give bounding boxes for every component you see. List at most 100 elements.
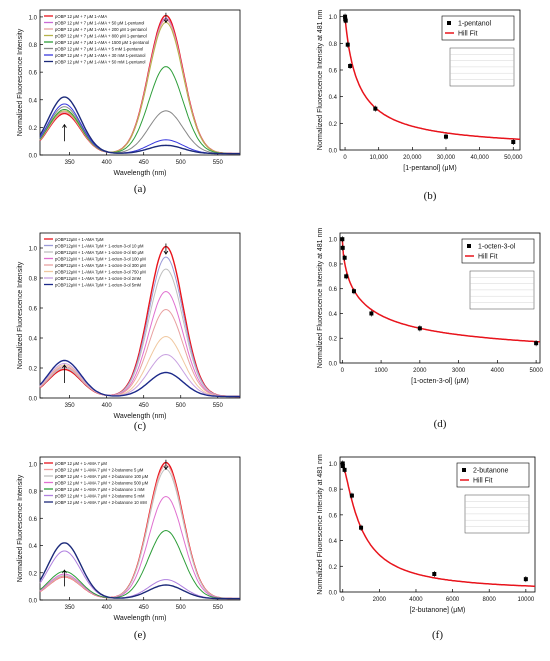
y-tick-label: 0.0 [29, 397, 38, 403]
x-axis-label: Wavelength (nm) [113, 413, 166, 420]
y-tick-label: 0.6 [329, 69, 338, 75]
x-tick-label: 40,000 [470, 155, 489, 161]
y-axis-label: Normalized Fluorescence Intensity at 481… [317, 10, 324, 151]
x-tick-label: 500 [176, 160, 187, 166]
series-line [39, 468, 240, 600]
y-tick-label: 0.2 [29, 367, 38, 373]
x-tick-label: 30,000 [437, 155, 456, 161]
legend-label: pOBP 12 μM + 7 μM 1-AMA + 50 μM 1-pentan… [55, 20, 144, 25]
y-tick-label: 1.0 [29, 247, 38, 253]
series-line [39, 353, 240, 397]
legend-label: pOBP 12 μM + 1-AMA 7 μM + 2-butanone 5 μ… [55, 467, 144, 472]
legend-label: pOBP12μM + 1-AMA 7μM + 1-octen-3-ol 300 … [55, 263, 146, 268]
panel-caption: (b) [424, 190, 437, 202]
series-line [39, 308, 240, 397]
plot-frame [39, 456, 241, 601]
panel-c: 0.0 0.2 0.4 0.6 0.8 1.0 350 400 450 500 550 Wavelen… [17, 232, 241, 432]
legend-label: pOBP 12 μM + 1-AMA 7 μM + 2-butanone 500… [55, 480, 149, 485]
series-line [39, 268, 240, 397]
arrow-head [163, 466, 169, 470]
y-tick-label: 0.6 [29, 71, 38, 77]
x-tick-label: 400 [102, 403, 113, 409]
legend-label: pOBP 12 μM + 1-AMA 7 μM + 2-butanone 1 m… [55, 487, 145, 492]
data-point [343, 18, 348, 23]
legend-box [456, 462, 530, 488]
x-tick-label: 450 [139, 605, 150, 611]
x-tick-label: 0 [341, 368, 345, 374]
x-tick-label: 3000 [452, 368, 466, 374]
legend-label: pOBP12μM + 1-AMA 7μM + 1-octen-3-ol 60 μ… [55, 250, 144, 255]
x-tick-label: 8000 [483, 597, 497, 603]
panel-caption: (a) [134, 183, 147, 195]
legend-label: pOBP 12 μM + 7 μM 1-AMA [55, 14, 107, 19]
series-line [39, 542, 240, 600]
x-tick-label: 550 [213, 403, 224, 409]
y-tick-label: 0.2 [29, 571, 38, 577]
series-line [39, 290, 240, 397]
data-point [342, 255, 347, 260]
panel-e: 0.0 0.2 0.4 0.6 0.8 1.0 350 400 450 500 550 Wavelen… [17, 456, 241, 641]
y-tick-label: 1.0 [329, 462, 338, 468]
plot-frame [39, 9, 241, 156]
x-tick-label: 50,000 [504, 155, 523, 161]
x-tick-label: 0 [343, 155, 347, 161]
fit-curve [341, 239, 540, 343]
panel-caption: (e) [134, 629, 147, 641]
legend-label: Hill Fit [478, 254, 497, 261]
legend-label: Hill Fit [458, 31, 477, 38]
y-tick-label: 0.2 [329, 122, 338, 128]
data-point [345, 42, 350, 47]
legend-label: pOBP 12 μM + 7 μM 1-AMA + 1500 μM 1-pent… [55, 40, 149, 45]
legend-label: pOBP 12 μM + 7 μM 1-AMA + 200 μM 1-penta… [55, 27, 147, 32]
y-tick-label: 0.0 [29, 154, 38, 160]
y-tick-label: 0.0 [29, 599, 38, 605]
series-line [39, 66, 240, 155]
legend-box [441, 15, 515, 41]
legend-label: Hill Fit [473, 478, 492, 485]
x-tick-label: 500 [176, 605, 187, 611]
legend-label: pOBP12μM + 1-AMA 7μM + 1-octen-3-ol 2mM [55, 276, 142, 281]
y-tick-label: 0.0 [329, 149, 338, 155]
series-line [39, 17, 240, 155]
data-point [443, 134, 448, 139]
y-tick-label: 1.0 [329, 238, 338, 244]
fit-curve [341, 463, 535, 587]
panel-caption: (d) [434, 418, 447, 430]
data-point [348, 64, 353, 68]
plot-frame [39, 232, 241, 399]
x-tick-label: 550 [213, 160, 224, 166]
panel-b: 0.0 0.2 0.4 0.6 0.8 1.0 0 10,000 20,000 30,000 40,… [317, 9, 523, 202]
y-tick-label: 0.4 [29, 337, 38, 343]
x-axis-label: Wavelength (nm) [113, 170, 166, 177]
y-axis-label: Normalized Fluorescence Intensity at 481… [317, 228, 324, 369]
legend: 1-octen-3-ol Hill Fit [461, 238, 535, 264]
x-tick-label: 450 [139, 403, 150, 409]
legend-label: pOBP12μM + 1-AMA 7μM + 1-octen-3-ol 100 … [55, 256, 146, 261]
y-tick-label: 0.2 [329, 337, 338, 343]
legend-label: pOBP 12 μM + 7 μM 1-AMA + 5 mM 1-pentano… [55, 46, 143, 51]
series-line [39, 106, 240, 155]
data-point [369, 311, 374, 316]
arrow-head [62, 569, 67, 574]
y-axis-label: Normalized Fluorescence Intensity at 481… [317, 454, 324, 595]
y-tick-label: 1.0 [29, 462, 38, 468]
y-tick-label: 0.2 [329, 565, 338, 571]
legend-label: 2-butanone [473, 468, 509, 475]
legend-label: pOBP12μM + 1-AMA 7μM + 1-octen-3-ol 10 μ… [55, 243, 144, 248]
y-tick-label: 0.4 [329, 95, 338, 101]
y-axis-label: Normalized Fluorescence Intensity [17, 261, 24, 369]
legend-marker [462, 468, 466, 472]
data-point [349, 493, 354, 498]
x-tick-label: 6000 [446, 597, 460, 603]
x-tick-label: 500 [176, 403, 187, 409]
legend-label: pOBP 12 μM + 7 μM 1-AMA + 50 mM 1-pentan… [55, 59, 145, 64]
x-tick-label: 2000 [373, 597, 387, 603]
legend-label: pOBP 12 μM + 1-AMA 7 μM + 2-butanone 5 m… [55, 493, 145, 498]
y-tick-label: 0.6 [329, 287, 338, 293]
x-axis-label: Wavelength (nm) [113, 615, 166, 622]
y-tick-label: 0.8 [29, 277, 38, 283]
y-tick-label: 0.6 [29, 517, 38, 523]
y-tick-label: 0.0 [329, 591, 338, 597]
